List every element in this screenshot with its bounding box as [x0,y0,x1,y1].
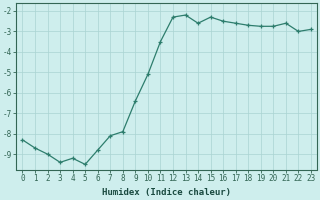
X-axis label: Humidex (Indice chaleur): Humidex (Indice chaleur) [102,188,231,197]
